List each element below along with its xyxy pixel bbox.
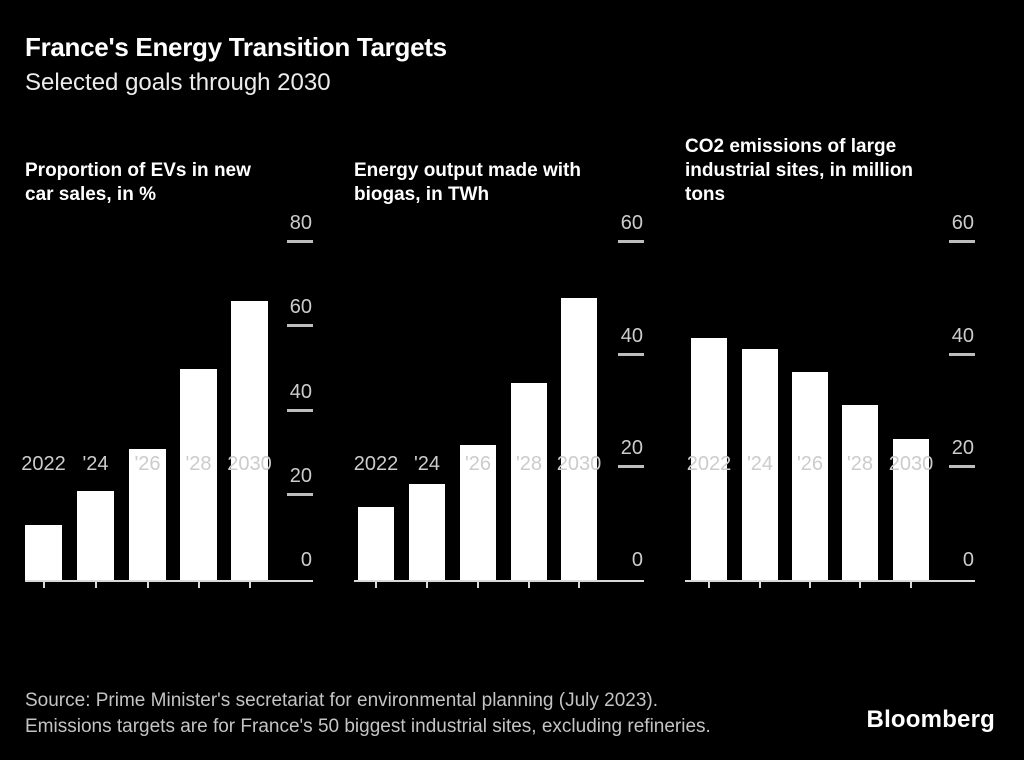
x-axis-line <box>354 580 644 582</box>
chart-panel-co2-emissions: CO2 emissions of large industrial sites, … <box>685 135 975 615</box>
x-tick <box>910 582 912 588</box>
y-tick-label: 20 <box>951 437 974 459</box>
bar-28 <box>511 383 547 580</box>
y-tick-label: 40 <box>951 325 974 347</box>
x-tick-label: '28 <box>185 453 212 475</box>
bar-2022 <box>691 338 727 580</box>
x-tick-label: '26 <box>464 453 492 475</box>
chart-title-line: Energy output made with <box>354 160 581 181</box>
plot-area: 0 20 40 60 <box>685 213 975 588</box>
chart-title-line: industrial sites, in million <box>685 160 914 181</box>
bar-24 <box>77 491 114 580</box>
x-tick-label: '24 <box>82 453 109 475</box>
bar-26 <box>460 445 496 580</box>
source-note: Source: Prime Minister's secretariat for… <box>25 688 711 740</box>
x-axis-line <box>25 580 313 582</box>
plot-area: 0 20 40 60 <box>354 213 644 588</box>
y-tick-label: 0 <box>631 549 643 571</box>
y-tick-dash <box>949 465 975 468</box>
bar-26 <box>792 372 828 580</box>
bar-2030 <box>231 301 268 580</box>
chart-title-line: biogas, in TWh <box>354 184 490 205</box>
chart-title: Proportion of EVs in new car sales, in % <box>25 135 313 207</box>
bar-28 <box>180 369 217 580</box>
x-tick-label: 2030 <box>888 453 934 475</box>
page-title: France's Energy Transition Targets <box>25 32 447 62</box>
chart-title-line: Proportion of EVs in new <box>25 160 251 181</box>
y-tick-dash <box>287 409 313 412</box>
x-tick-label: '28 <box>515 453 543 475</box>
plot-area: 0 20 40 60 80 <box>25 213 313 588</box>
y-tick-dash <box>618 240 644 243</box>
x-tick-label: '26 <box>796 453 824 475</box>
x-tick-label: 2030 <box>227 453 272 475</box>
x-tick <box>708 582 710 588</box>
x-tick-label: '28 <box>846 453 874 475</box>
x-tick <box>859 582 861 588</box>
x-tick-label: 2030 <box>556 453 602 475</box>
y-tick-label: 60 <box>620 212 643 234</box>
chart-title-line: tons <box>685 184 726 205</box>
x-tick <box>759 582 761 588</box>
bar-24 <box>409 484 445 580</box>
y-tick-dash <box>287 493 313 496</box>
y-tick-dash <box>949 353 975 356</box>
x-tick <box>426 582 428 588</box>
chart-title-line: CO2 emissions of large <box>685 136 897 157</box>
y-tick-dash <box>949 240 975 243</box>
chart-title: Energy output made with biogas, in TWh <box>354 135 644 207</box>
x-tick-label: 2022 <box>686 453 732 475</box>
y-tick-label: 0 <box>962 549 974 571</box>
bar-2022 <box>25 525 62 580</box>
x-tick <box>248 582 251 588</box>
x-tick <box>94 582 97 588</box>
x-tick-label: '24 <box>413 453 441 475</box>
y-tick-dash <box>618 353 644 356</box>
y-tick-label: 60 <box>951 212 974 234</box>
y-tick-label: 40 <box>289 381 312 403</box>
x-tick <box>809 582 811 588</box>
source-line-1: Source: Prime Minister's secretariat for… <box>25 690 659 711</box>
x-tick <box>477 582 479 588</box>
bar-24 <box>742 349 778 580</box>
bar-2022 <box>358 507 394 580</box>
x-tick-label: 2022 <box>353 453 399 475</box>
y-tick-dash <box>287 240 313 243</box>
chart-title-line: car sales, in % <box>25 184 156 205</box>
page-subtitle: Selected goals through 2030 <box>25 69 331 96</box>
x-tick-label: 2022 <box>21 453 66 475</box>
y-tick-label: 40 <box>620 325 643 347</box>
y-tick-label: 80 <box>289 212 312 234</box>
x-tick <box>42 582 45 588</box>
y-tick-label: 20 <box>289 465 312 487</box>
bar-2030 <box>893 439 929 580</box>
x-tick <box>578 582 580 588</box>
bloomberg-logo: Bloomberg <box>866 706 995 733</box>
y-tick-label: 20 <box>620 437 643 459</box>
chart-panel-biogas-output: Energy output made with biogas, in TWh 0 2… <box>354 135 644 615</box>
y-tick-dash <box>287 324 313 327</box>
y-tick-label: 0 <box>300 549 312 571</box>
x-tick <box>528 582 530 588</box>
bar-2030 <box>561 298 597 580</box>
bar-28 <box>842 405 878 580</box>
x-axis-line <box>685 580 975 582</box>
y-tick-label: 60 <box>289 296 312 318</box>
x-tick <box>146 582 149 588</box>
chart-panel-ev-share: Proportion of EVs in new car sales, in % … <box>21 135 313 615</box>
x-tick <box>375 582 377 588</box>
x-tick <box>197 582 200 588</box>
chart-title: CO2 emissions of large industrial sites, … <box>685 135 975 207</box>
y-tick-dash <box>618 465 644 468</box>
source-line-2: Emissions targets are for France's 50 bi… <box>25 716 711 737</box>
x-tick-label: '24 <box>746 453 774 475</box>
x-tick-label: '26 <box>134 453 161 475</box>
bar-26 <box>129 449 166 580</box>
